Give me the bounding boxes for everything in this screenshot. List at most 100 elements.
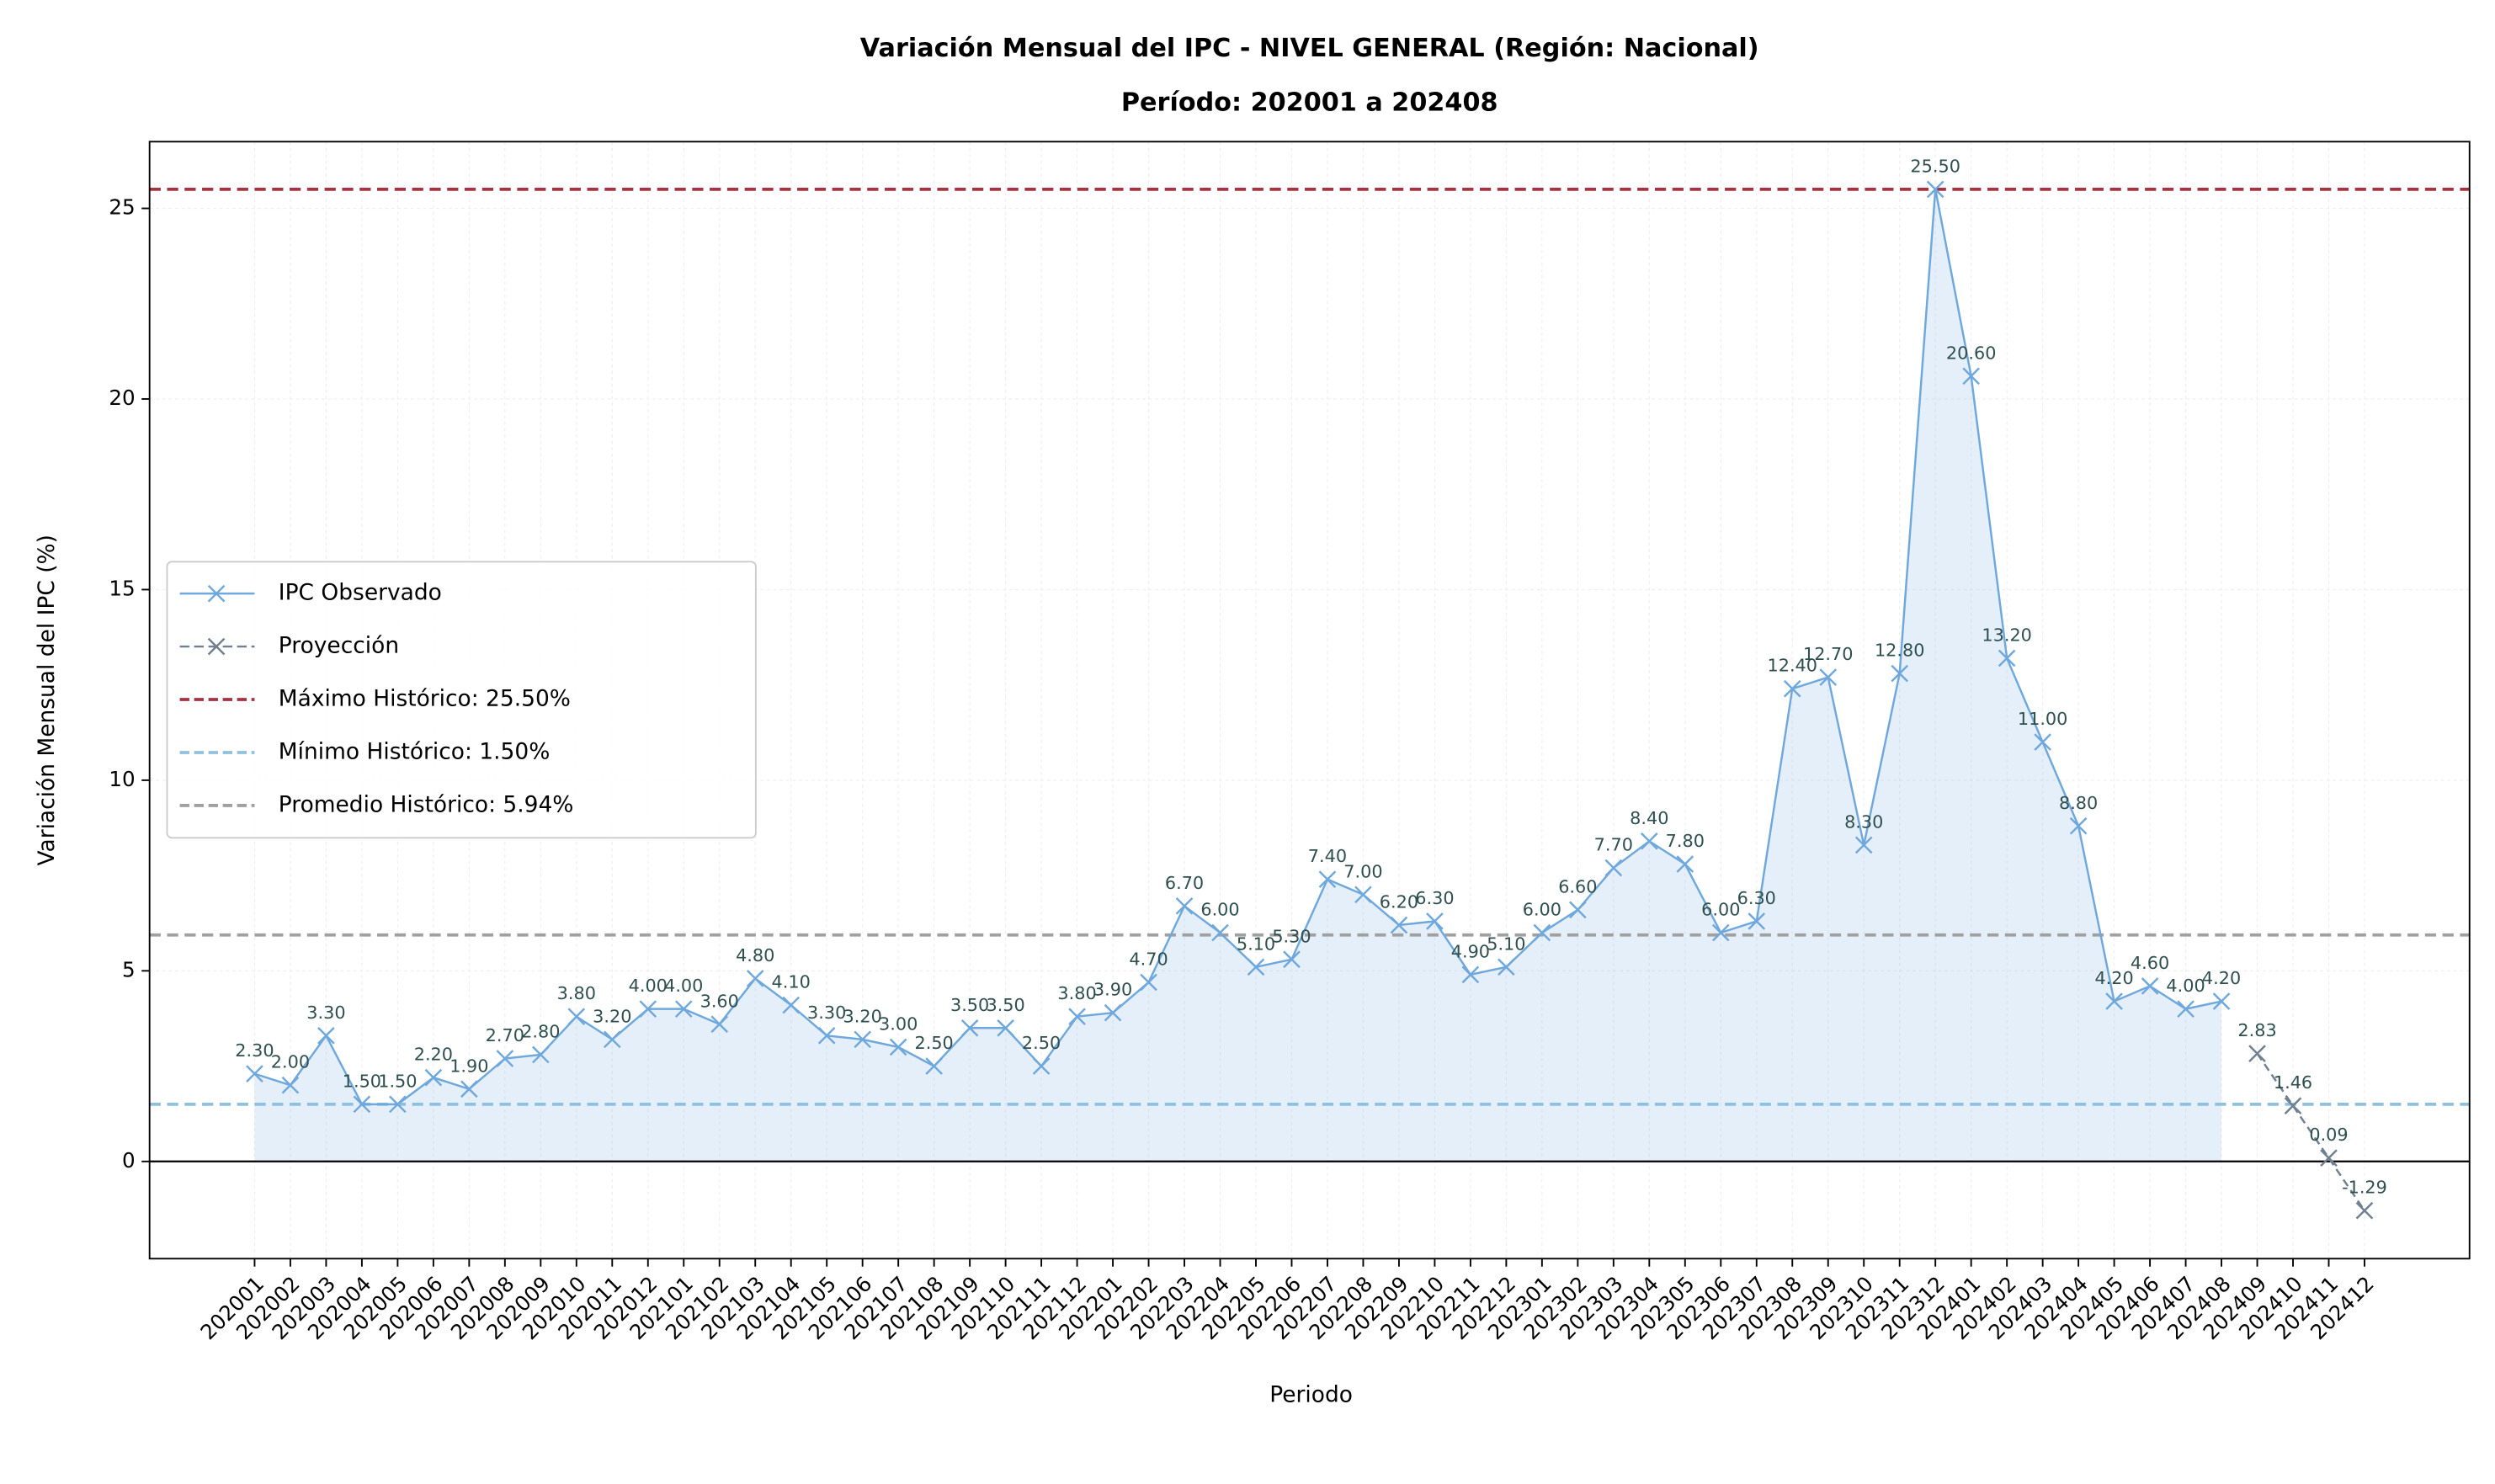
marker <box>603 1030 621 1049</box>
marker <box>460 1080 478 1098</box>
data-label: 6.00 <box>1701 900 1740 920</box>
marker <box>389 1095 407 1114</box>
data-label: 4.00 <box>629 976 668 996</box>
data-label: 3.30 <box>306 1003 345 1023</box>
data-label: 1.50 <box>343 1071 381 1091</box>
marker <box>817 1027 836 1045</box>
marker <box>710 1015 729 1034</box>
marker <box>854 1030 871 1049</box>
line <box>2256 1052 2366 1211</box>
legend-label: Promedio Histórico: 5.94% <box>279 791 574 817</box>
data-label: 13.20 <box>1982 625 2032 646</box>
marker <box>2141 977 2159 995</box>
marker <box>1068 1008 1086 1026</box>
marker <box>1175 897 1194 915</box>
marker <box>1390 916 1408 934</box>
data-label: 3.30 <box>807 1003 846 1023</box>
marker <box>1498 958 1515 976</box>
marker <box>1783 679 1801 698</box>
marker <box>889 1038 907 1056</box>
data-label: 3.20 <box>843 1006 882 1026</box>
marker <box>424 1068 443 1087</box>
data-label: 1.46 <box>2274 1072 2312 1093</box>
marker <box>1318 870 1337 888</box>
marker <box>567 1008 586 1026</box>
marker <box>1711 923 1730 942</box>
legend-marker <box>207 637 226 656</box>
data-label: 3.00 <box>879 1013 918 1034</box>
data-label: 2.83 <box>2237 1020 2276 1040</box>
data-label: 3.20 <box>593 1006 631 1026</box>
data-label: 3.90 <box>1093 980 1132 1000</box>
data-label: 2.80 <box>521 1022 560 1042</box>
data-label: 4.20 <box>2094 968 2133 988</box>
y-tick-label: 0 <box>122 1148 136 1173</box>
y-tick-label: 15 <box>109 576 135 600</box>
marker <box>281 1076 300 1094</box>
data-label: 8.40 <box>1630 808 1668 828</box>
data-label: 7.40 <box>1308 846 1347 866</box>
data-label: 1.90 <box>450 1056 488 1076</box>
x-axis-label: Periodo <box>1269 1381 1353 1407</box>
data-label: 5.30 <box>1272 926 1311 946</box>
marker <box>1426 912 1444 930</box>
marker <box>2248 1045 2266 1062</box>
data-label: 12.70 <box>1803 644 1854 664</box>
plot-frame <box>148 141 2471 1260</box>
data-label: 3.80 <box>1057 983 1096 1003</box>
data-label: -1.29 <box>2342 1178 2387 1198</box>
data-label: 4.00 <box>2166 976 2205 996</box>
marker <box>1998 649 2016 668</box>
legend-label: IPC Observado <box>279 580 442 606</box>
data-label: 7.00 <box>1343 861 1382 881</box>
data-label: 6.00 <box>1523 900 1561 920</box>
marker <box>1641 832 1658 850</box>
marker <box>746 970 764 987</box>
y-axis-label: Variación Mensual del IPC (%) <box>34 535 60 866</box>
legend <box>166 561 757 839</box>
data-label: 3.50 <box>986 995 1024 1015</box>
marker <box>925 1057 943 1075</box>
data-label: 4.60 <box>2131 953 2169 973</box>
data-label: 1.50 <box>378 1071 417 1091</box>
area <box>254 189 2222 1162</box>
data-label: 6.30 <box>1415 888 1454 908</box>
data-label: 5.10 <box>1487 933 1525 954</box>
y-tick-label: 25 <box>109 195 135 220</box>
data-label: 6.30 <box>1737 888 1776 908</box>
data-label: 8.80 <box>2059 793 2098 813</box>
data-label: 2.50 <box>915 1033 954 1053</box>
data-label: 3.50 <box>950 995 989 1015</box>
marker <box>1962 367 1980 386</box>
legend-label: Mínimo Histórico: 1.50% <box>279 738 551 764</box>
marker <box>1247 958 1265 976</box>
marker <box>1748 912 1766 930</box>
data-label: 4.20 <box>2202 968 2241 988</box>
marker <box>1104 1003 1122 1022</box>
marker <box>2105 992 2123 1010</box>
data-label: 5.10 <box>1237 933 1275 954</box>
data-label: 6.60 <box>1558 876 1597 896</box>
data-label: 12.80 <box>1875 641 1925 661</box>
data-label: 4.10 <box>772 972 811 992</box>
data-label: 4.70 <box>1129 949 1168 969</box>
marker <box>1569 901 1587 919</box>
data-label: 2.30 <box>235 1040 274 1061</box>
data-label: 4.90 <box>1451 941 1490 961</box>
marker <box>246 1065 263 1082</box>
marker <box>353 1095 371 1114</box>
marker <box>2284 1097 2302 1114</box>
marker <box>2355 1201 2374 1220</box>
data-label: 12.40 <box>1768 656 1818 676</box>
data-label: 2.20 <box>414 1045 453 1065</box>
y-tick-label: 5 <box>122 957 136 981</box>
data-label: 8.30 <box>1844 811 1883 832</box>
marker <box>1854 836 1873 854</box>
marker <box>1676 855 1694 873</box>
marker <box>1461 965 1480 984</box>
marker <box>496 1050 514 1067</box>
y-tick-label: 20 <box>109 386 135 410</box>
legend-label: Proyección <box>279 633 399 659</box>
legend-marker <box>207 584 226 603</box>
